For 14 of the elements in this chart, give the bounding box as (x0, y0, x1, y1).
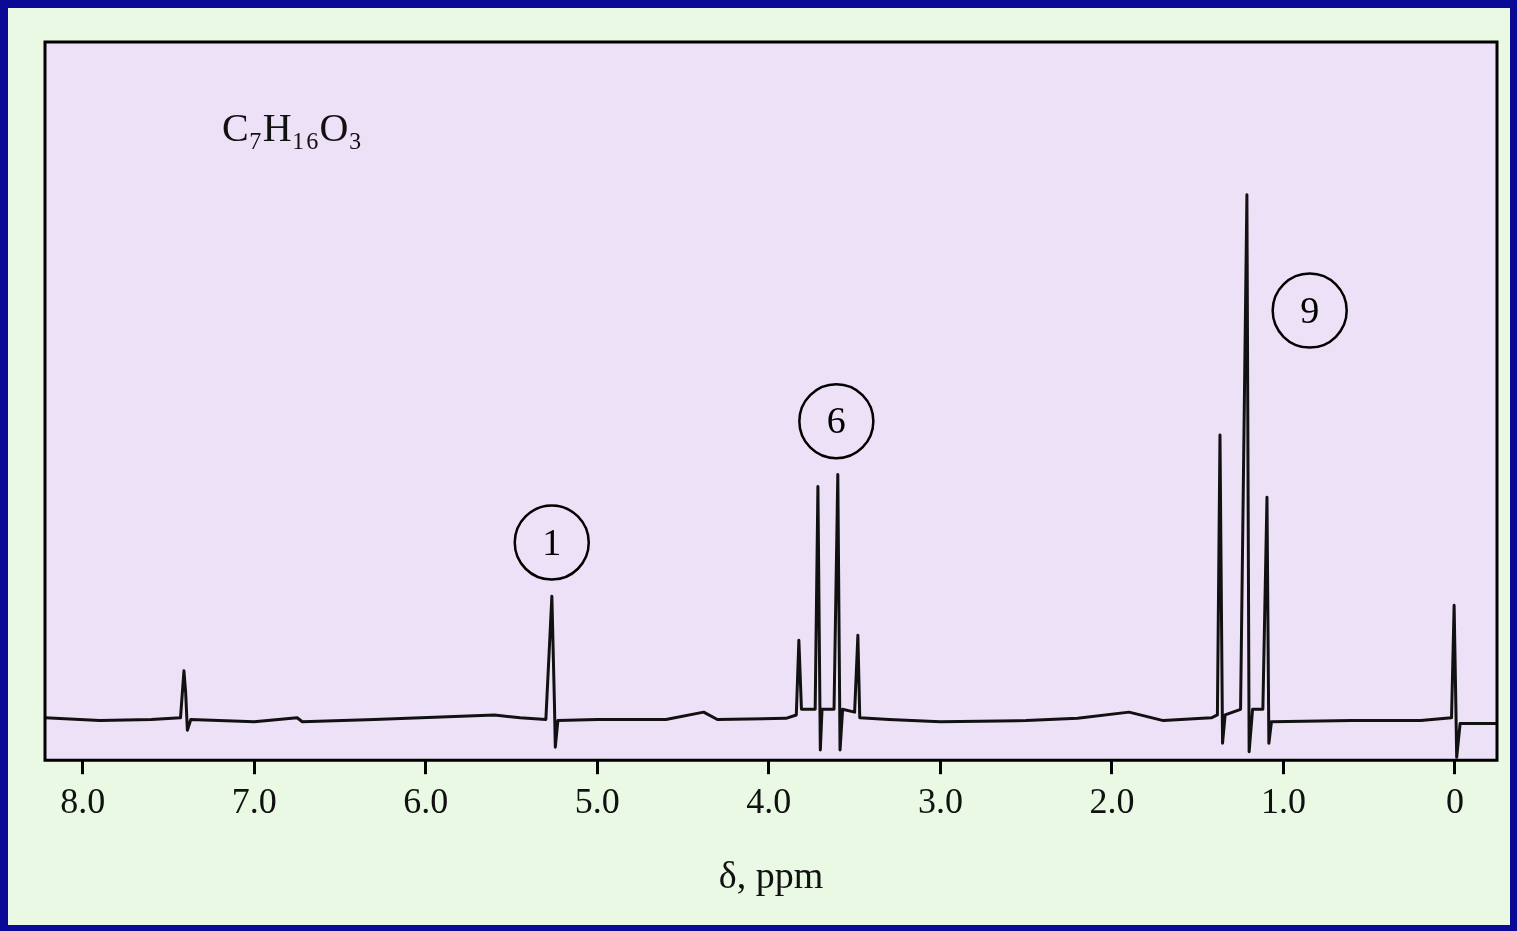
x-tick-label: 6.0 (403, 781, 449, 822)
x-tick-label: 3.0 (917, 781, 963, 822)
chart-title: C₇H₁₆O₃ (222, 104, 363, 150)
x-tick-label: 7.0 (231, 781, 277, 822)
x-tick-label: 4.0 (746, 781, 792, 822)
annotation: 9 (1300, 288, 1320, 331)
x-axis-title: δ, ppm (718, 854, 824, 897)
x-tick-label: 0 (1445, 781, 1464, 822)
x-tick-label: 2.0 (1089, 781, 1135, 822)
annotation: 1 (542, 520, 562, 563)
x-tick-label: 8.0 (60, 781, 106, 822)
x-tick-label: 1.0 (1260, 781, 1306, 822)
annotation: 6 (826, 399, 846, 442)
x-tick-label: 5.0 (574, 781, 620, 822)
